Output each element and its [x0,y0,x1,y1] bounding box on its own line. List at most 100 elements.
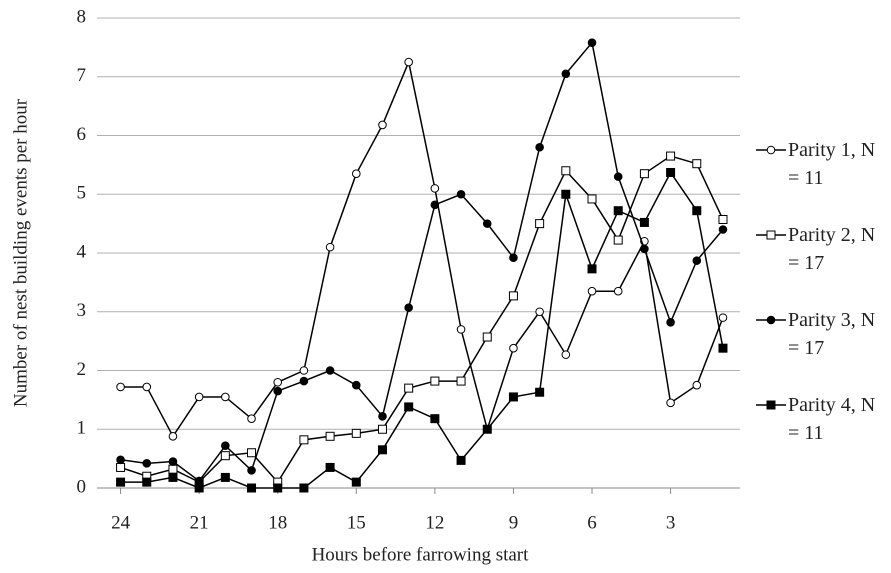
marker [116,477,126,487]
marker [116,382,125,392]
x-tick-label: 24 [111,512,131,533]
marker [351,380,361,390]
y-tick-label: 2 [77,359,87,380]
marker [482,219,492,228]
marker [535,307,544,317]
marker [666,398,675,408]
y-tick-label: 3 [77,300,87,321]
marker [456,376,466,386]
legend-item: Parity 3, N = 17 [752,306,888,362]
marker [718,343,728,353]
series-line [120,59,724,438]
marker [194,483,204,493]
y-tick-label: 6 [77,124,87,145]
marker [325,366,335,375]
series-line [120,40,724,482]
marker [247,448,257,458]
marker [351,169,361,178]
legend-label: Parity 4, N = 11 [788,394,876,444]
marker [613,286,623,296]
marker [247,466,256,475]
y-tick-label: 5 [77,183,87,204]
marker [247,414,256,423]
marker [142,459,152,468]
marker [587,194,597,204]
marker [273,483,283,493]
marker [587,286,597,296]
marker [535,142,544,152]
marker [220,451,230,461]
marker [482,424,492,434]
marker [116,462,126,472]
x-tick-label: 21 [190,512,209,533]
marker [456,455,466,465]
marker [692,256,702,265]
marker [456,325,466,334]
marker [168,432,178,441]
marker [639,169,649,179]
marker [561,166,571,176]
x-tick-label: 15 [347,512,366,533]
marker [561,350,571,359]
marker [430,200,440,210]
marker [639,217,649,227]
series-line [120,171,724,489]
marker [509,253,518,263]
marker [613,206,623,216]
marker [718,225,728,234]
marker [535,387,545,397]
marker [666,151,676,161]
marker [482,332,492,342]
marker [766,400,776,410]
marker [509,343,518,353]
marker [168,464,178,474]
x-tick-label: 18 [268,512,287,533]
marker [325,242,335,252]
marker [377,445,387,455]
x-tick-label: 6 [587,512,597,533]
legend-icon [756,145,786,155]
marker [430,414,440,424]
marker [299,376,309,386]
y-tick-label: 1 [77,418,87,439]
marker [640,244,649,254]
marker [220,472,230,482]
marker [221,441,230,451]
legend-item: Parity 1, N = 11 [752,136,888,192]
marker [561,189,571,199]
marker [613,235,623,245]
marker [378,412,387,421]
marker [692,206,702,216]
marker [692,159,702,169]
marker [666,318,675,327]
marker [404,303,413,312]
marker [325,462,335,472]
marker [168,457,178,466]
x-tick-label: 3 [666,512,676,533]
legend-label: Parity 1, N = 11 [788,139,876,189]
marker [535,219,545,229]
marker [666,168,676,178]
marker [587,264,597,274]
legend-icon [756,400,786,410]
marker [508,291,518,301]
marker [377,424,387,434]
series-line [120,155,724,484]
legend-label: Parity 3, N = 17 [788,309,876,359]
marker [116,455,125,465]
marker [273,386,283,396]
marker [247,483,257,493]
marker [430,376,440,386]
marker [613,172,623,181]
x-tick-label: 12 [425,512,444,533]
marker [351,428,361,438]
marker [456,189,466,199]
marker [561,69,571,79]
y-axis-label: Number of nest building events per hour [10,98,31,407]
legend-item: Parity 2, N = 17 [752,221,888,277]
marker [168,472,178,482]
marker [273,377,283,387]
marker [508,392,518,402]
